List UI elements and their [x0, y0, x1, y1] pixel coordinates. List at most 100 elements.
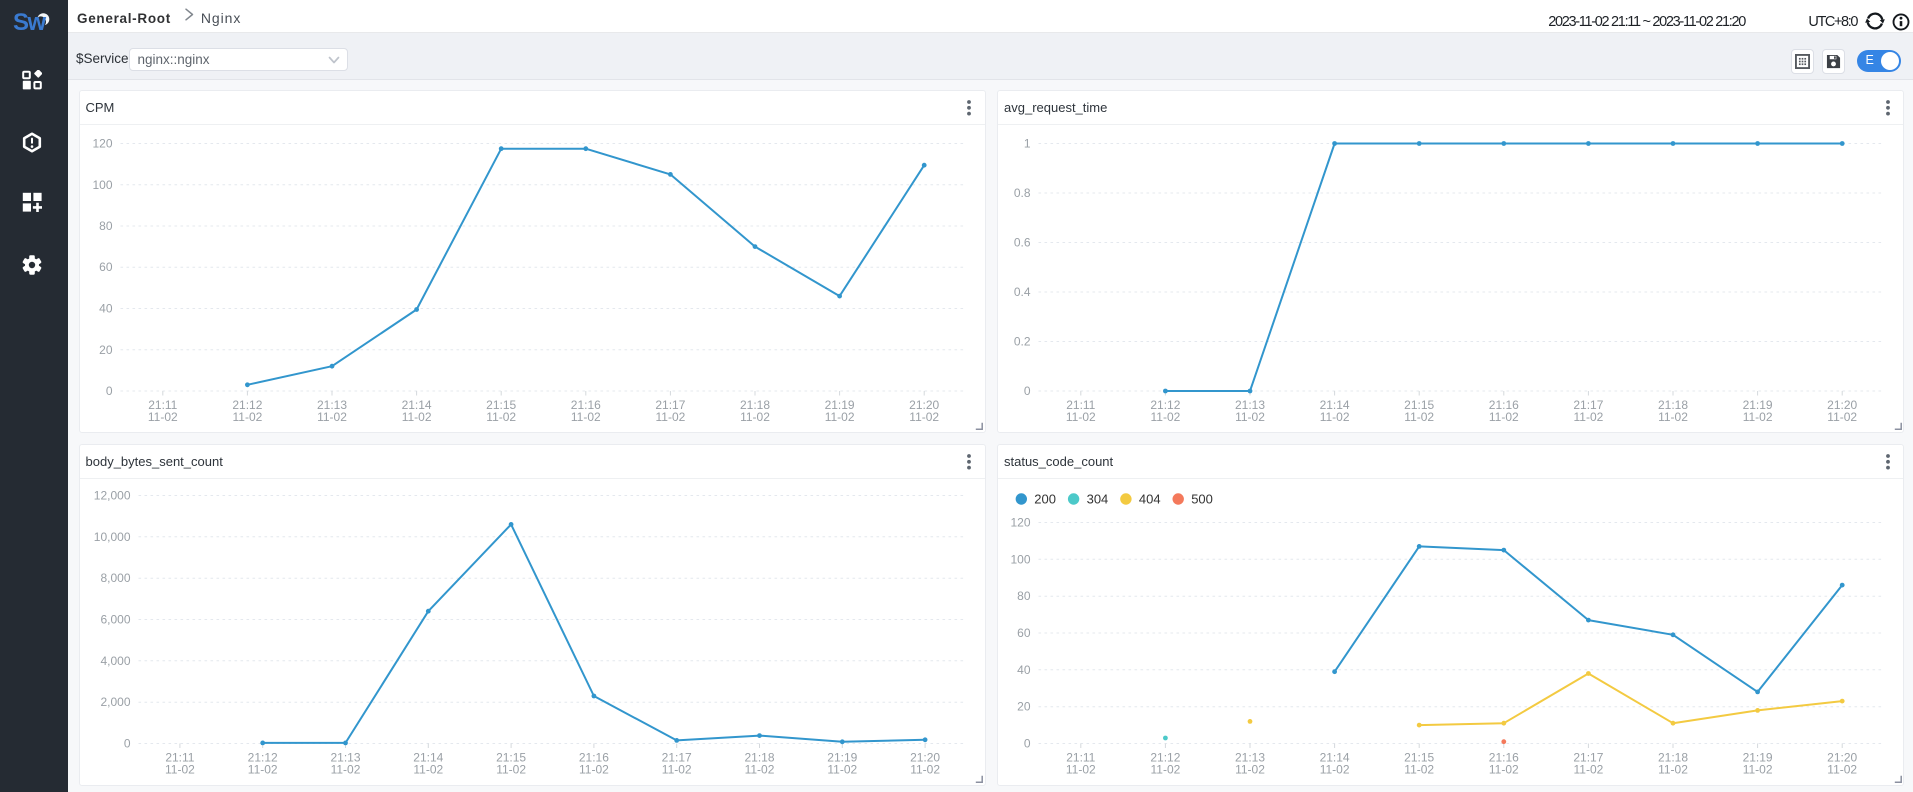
svg-text:11-02: 11-02 [1573, 762, 1603, 776]
svg-text:11-02: 11-02 [1066, 762, 1096, 776]
svg-text:21:11: 21:11 [1066, 750, 1095, 764]
svg-text:11-02: 11-02 [496, 762, 526, 776]
svg-text:11-02: 11-02 [661, 762, 691, 776]
svg-text:21:12: 21:12 [1150, 398, 1180, 412]
svg-text:10,000: 10,000 [93, 529, 130, 543]
svg-text:4,000: 4,000 [100, 653, 130, 667]
svg-text:21:19: 21:19 [1743, 750, 1773, 764]
svg-text:11-02: 11-02 [1743, 762, 1773, 776]
svg-text:21:17: 21:17 [655, 398, 685, 412]
svg-text:0.8: 0.8 [1014, 186, 1031, 200]
svg-text:11-02: 11-02 [1150, 762, 1180, 776]
svg-text:21:20: 21:20 [1827, 750, 1857, 764]
svg-text:21:19: 21:19 [824, 398, 854, 412]
svg-text:11-02: 11-02 [740, 410, 770, 424]
svg-text:11-02: 11-02 [1827, 762, 1857, 776]
svg-text:0: 0 [1024, 384, 1031, 398]
svg-text:11-02: 11-02 [401, 410, 431, 424]
svg-text:11-02: 11-02 [827, 762, 857, 776]
svg-text:21:11: 21:11 [165, 750, 194, 764]
svg-text:20: 20 [99, 343, 113, 357]
svg-text:12,000: 12,000 [93, 488, 130, 502]
svg-text:0: 0 [123, 736, 130, 750]
svg-text:21:19: 21:19 [827, 750, 857, 764]
svg-text:21:13: 21:13 [330, 750, 360, 764]
svg-text:11-02: 11-02 [1066, 410, 1096, 424]
svg-text:21:15: 21:15 [1404, 398, 1434, 412]
svg-text:40: 40 [1017, 662, 1031, 676]
svg-text:0.4: 0.4 [1014, 285, 1031, 299]
svg-text:11-02: 11-02 [1320, 762, 1350, 776]
svg-text:21:20: 21:20 [909, 398, 939, 412]
svg-text:21:16: 21:16 [578, 750, 608, 764]
svg-text:11-02: 11-02 [1235, 410, 1265, 424]
svg-text:11-02: 11-02 [578, 762, 608, 776]
svg-text:21:14: 21:14 [1320, 750, 1350, 764]
svg-text:11-02: 11-02 [570, 410, 600, 424]
svg-text:21:12: 21:12 [232, 398, 262, 412]
svg-text:21:12: 21:12 [1150, 750, 1180, 764]
svg-text:11-02: 11-02 [1827, 410, 1857, 424]
svg-text:1: 1 [1024, 137, 1031, 151]
svg-text:21:18: 21:18 [739, 398, 769, 412]
svg-text:11-02: 11-02 [1320, 410, 1350, 424]
svg-text:120: 120 [1010, 515, 1030, 529]
svg-text:404: 404 [1139, 491, 1161, 506]
svg-text:0.2: 0.2 [1014, 335, 1031, 349]
svg-text:80: 80 [99, 219, 113, 233]
svg-text:200: 200 [1034, 491, 1056, 506]
svg-text:21:13: 21:13 [1235, 398, 1265, 412]
svg-text:21:14: 21:14 [413, 750, 443, 764]
svg-text:11-02: 11-02 [1235, 762, 1265, 776]
svg-text:11-02: 11-02 [413, 762, 443, 776]
svg-text:8,000: 8,000 [100, 571, 130, 585]
svg-text:21:17: 21:17 [661, 750, 691, 764]
svg-text:80: 80 [1017, 589, 1031, 603]
svg-text:21:17: 21:17 [1573, 750, 1603, 764]
svg-text:21:13: 21:13 [1235, 750, 1265, 764]
svg-text:21:14: 21:14 [401, 398, 431, 412]
svg-text:11-02: 11-02 [232, 410, 262, 424]
svg-text:11-02: 11-02 [486, 410, 516, 424]
svg-text:11-02: 11-02 [1573, 410, 1603, 424]
svg-text:0: 0 [1024, 736, 1031, 750]
svg-text:11-02: 11-02 [824, 410, 854, 424]
svg-text:60: 60 [99, 260, 113, 274]
svg-text:304: 304 [1087, 491, 1109, 506]
svg-text:40: 40 [99, 302, 113, 316]
svg-text:21:15: 21:15 [486, 398, 516, 412]
svg-text:11-02: 11-02 [1489, 762, 1519, 776]
svg-text:11-02: 11-02 [744, 762, 774, 776]
svg-text:11-02: 11-02 [1404, 410, 1434, 424]
svg-text:21:11: 21:11 [148, 398, 177, 412]
svg-text:21:19: 21:19 [1743, 398, 1773, 412]
svg-text:21:17: 21:17 [1573, 398, 1603, 412]
svg-text:11-02: 11-02 [247, 762, 277, 776]
svg-text:21:15: 21:15 [496, 750, 526, 764]
svg-text:100: 100 [1010, 552, 1030, 566]
svg-text:21:14: 21:14 [1320, 398, 1350, 412]
svg-text:20: 20 [1017, 699, 1031, 713]
svg-text:11-02: 11-02 [655, 410, 685, 424]
svg-text:21:12: 21:12 [247, 750, 277, 764]
svg-text:0.6: 0.6 [1014, 236, 1031, 250]
svg-text:21:18: 21:18 [1658, 398, 1688, 412]
svg-text:11-02: 11-02 [1743, 410, 1773, 424]
svg-text:11-02: 11-02 [1658, 410, 1688, 424]
svg-text:21:16: 21:16 [1489, 750, 1519, 764]
svg-text:11-02: 11-02 [330, 762, 360, 776]
svg-text:2,000: 2,000 [100, 695, 130, 709]
svg-text:21:18: 21:18 [744, 750, 774, 764]
svg-text:11-02: 11-02 [910, 762, 940, 776]
svg-text:0: 0 [105, 384, 112, 398]
svg-text:21:18: 21:18 [1658, 750, 1688, 764]
svg-text:21:16: 21:16 [1489, 398, 1519, 412]
svg-text:21:20: 21:20 [1827, 398, 1857, 412]
svg-text:11-02: 11-02 [147, 410, 177, 424]
svg-text:21:13: 21:13 [316, 398, 346, 412]
svg-text:11-02: 11-02 [909, 410, 939, 424]
svg-text:500: 500 [1191, 491, 1213, 506]
svg-text:11-02: 11-02 [1150, 410, 1180, 424]
svg-text:11-02: 11-02 [317, 410, 347, 424]
svg-text:11-02: 11-02 [164, 762, 194, 776]
